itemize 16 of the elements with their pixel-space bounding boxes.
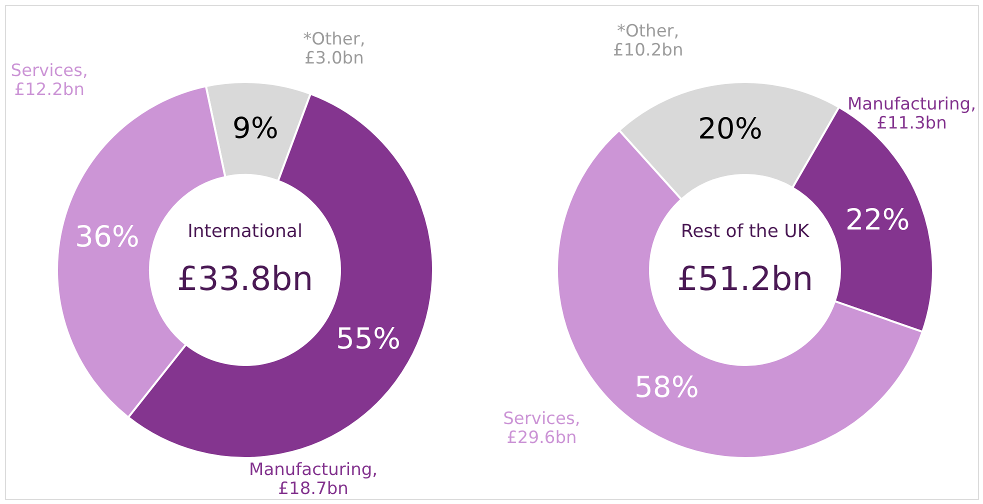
text: International: [188, 221, 302, 242]
data-label: 22%: [845, 202, 910, 237]
slice-label: Manufacturing, £18.7bn: [249, 460, 378, 500]
slice-label: Services, £12.2bn: [10, 61, 88, 100]
slice-label: Manufacturing, £11.3bn: [847, 94, 976, 134]
data-label: 36%: [75, 220, 140, 254]
text: £51.2bn: [676, 259, 814, 298]
data-label: 9%: [232, 110, 278, 145]
slice-label: *Other, £3.0bn: [303, 29, 366, 68]
text: £33.8bn: [176, 259, 314, 298]
slice-label: Services, £29.6bn: [503, 408, 580, 448]
data-label: 20%: [698, 111, 762, 146]
slice-label: *Other, £10.2bn: [612, 22, 684, 61]
text: Rest of the UK: [680, 221, 810, 242]
data-label: 58%: [634, 370, 699, 404]
data-label: 55%: [336, 321, 401, 356]
